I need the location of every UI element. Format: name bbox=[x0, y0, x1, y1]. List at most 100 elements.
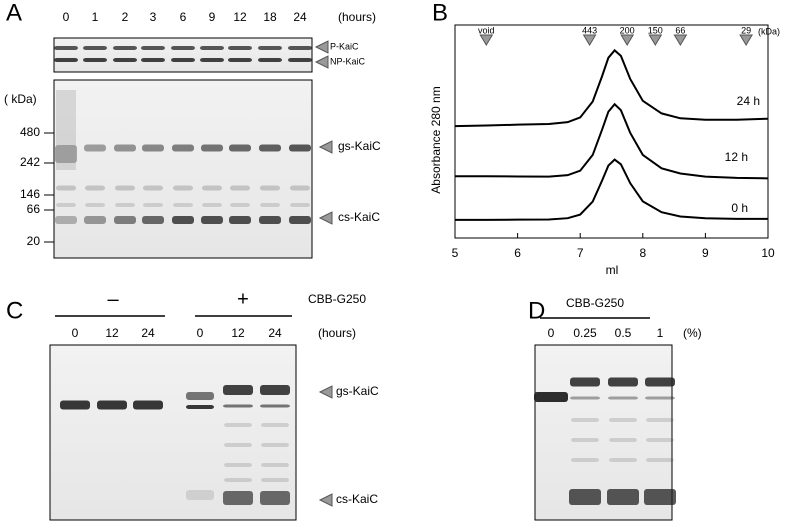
panel-letter: A bbox=[6, 0, 22, 26]
gel-band bbox=[259, 144, 281, 152]
gel-band bbox=[289, 144, 311, 152]
lane-label: 24 bbox=[293, 10, 307, 24]
band-label: cs-KaiC bbox=[338, 210, 380, 224]
gel-band bbox=[646, 458, 674, 462]
group-label: + bbox=[237, 288, 249, 310]
gel-band bbox=[609, 458, 637, 462]
gel-band bbox=[223, 385, 253, 395]
gel-band bbox=[171, 58, 195, 62]
panel-letter: C bbox=[6, 297, 23, 324]
lane-label: 0 bbox=[197, 326, 204, 340]
gel-band bbox=[142, 216, 164, 224]
lane-label: 0.25 bbox=[573, 326, 597, 340]
x-tick-label: 9 bbox=[702, 246, 709, 260]
x-axis-label: ml bbox=[606, 263, 619, 277]
x-tick-label: 6 bbox=[514, 246, 521, 260]
mw-marker: 480 bbox=[20, 125, 40, 139]
band-arrow bbox=[318, 493, 333, 507]
line-series bbox=[455, 158, 768, 221]
lane-label: 24 bbox=[268, 326, 282, 340]
gel-band bbox=[260, 491, 290, 505]
gel-band bbox=[258, 58, 282, 62]
gel-band bbox=[229, 216, 251, 224]
band-label: gs-KaiC bbox=[338, 139, 381, 153]
marker-label: 150 bbox=[648, 25, 663, 35]
gel-band bbox=[608, 396, 638, 400]
mw-marker: 66 bbox=[27, 202, 41, 216]
band-arrow bbox=[314, 40, 329, 54]
gel-band bbox=[172, 216, 194, 224]
band-arrow bbox=[318, 385, 333, 399]
gel-band bbox=[83, 58, 107, 62]
lane-label: 12 bbox=[105, 326, 119, 340]
gel-band bbox=[289, 216, 311, 224]
lane-label: 2 bbox=[122, 10, 129, 24]
gel bbox=[53, 79, 313, 259]
gel-band bbox=[569, 489, 601, 505]
marker-label: 443 bbox=[582, 25, 597, 35]
mw-marker: 242 bbox=[20, 155, 40, 169]
gel-band bbox=[55, 216, 77, 224]
gel-band bbox=[115, 203, 135, 207]
gel-band bbox=[260, 404, 290, 408]
gel-band bbox=[186, 392, 214, 400]
lane-unit: (hours) bbox=[318, 326, 356, 340]
x-tick-label: 7 bbox=[577, 246, 584, 260]
gel-band bbox=[261, 423, 289, 427]
panel-letter: D bbox=[528, 297, 545, 324]
band-label: cs-KaiC bbox=[336, 492, 378, 506]
lane-label: 1 bbox=[657, 326, 664, 340]
gel-band bbox=[288, 58, 312, 62]
gel-band bbox=[83, 46, 107, 50]
lane-label: 12 bbox=[233, 10, 247, 24]
gel-band bbox=[141, 46, 165, 50]
gel-band bbox=[186, 405, 214, 409]
band-arrow bbox=[314, 55, 329, 69]
gel-band bbox=[202, 203, 222, 207]
gel-band bbox=[261, 463, 289, 467]
gel-band bbox=[114, 144, 136, 152]
gel-band bbox=[143, 185, 163, 191]
gel-band bbox=[261, 443, 289, 447]
gel-band bbox=[172, 144, 194, 152]
gel-band bbox=[260, 385, 290, 395]
gel-band bbox=[114, 216, 136, 224]
gel bbox=[49, 344, 297, 521]
gel-band bbox=[115, 185, 135, 191]
lane-label: 9 bbox=[209, 10, 216, 24]
gel-band bbox=[143, 203, 163, 207]
gel-band bbox=[60, 400, 90, 410]
lane-label: 0.5 bbox=[615, 326, 632, 340]
mw-unit: ( kDa) bbox=[4, 92, 37, 106]
gel-band bbox=[571, 438, 599, 442]
mw-marker: 20 bbox=[27, 234, 41, 248]
gel-band bbox=[113, 46, 137, 50]
gel-band bbox=[85, 185, 105, 191]
line-series bbox=[454, 48, 769, 128]
gel-band bbox=[173, 185, 193, 191]
gel-band bbox=[54, 46, 78, 50]
band-label: P-KaiC bbox=[330, 41, 359, 51]
gel-band bbox=[260, 185, 280, 191]
gel-band bbox=[644, 489, 676, 505]
lane-label: 0 bbox=[63, 10, 70, 24]
gel-band bbox=[202, 185, 222, 191]
x-tick-label: 8 bbox=[639, 246, 646, 260]
gel-band bbox=[223, 404, 253, 408]
gel-band bbox=[97, 400, 127, 410]
gel-band bbox=[201, 144, 223, 152]
marker-label: 29 bbox=[741, 25, 751, 35]
y-axis-label: Absorbance 280 nm bbox=[429, 86, 443, 193]
lane-label: 24 bbox=[141, 326, 155, 340]
gel-band bbox=[645, 396, 675, 400]
marker-label: 66 bbox=[675, 25, 685, 35]
gel-band bbox=[570, 396, 600, 400]
series-label: 24 h bbox=[737, 94, 760, 108]
panel-letter: B bbox=[432, 0, 448, 26]
marker-arrow bbox=[582, 34, 597, 46]
gel-band bbox=[186, 490, 214, 500]
gel-band bbox=[228, 58, 252, 62]
gel-band bbox=[534, 392, 568, 402]
series-label: 0 h bbox=[731, 201, 748, 215]
gel-band bbox=[645, 377, 675, 387]
